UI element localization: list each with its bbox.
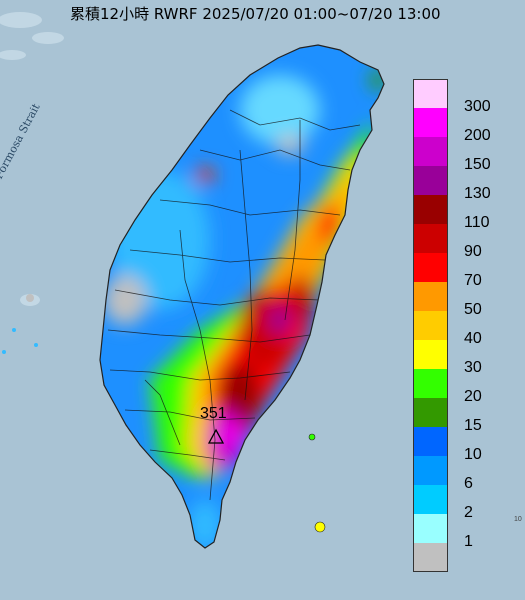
legend-label: 50 <box>464 301 482 318</box>
legend-label: 70 <box>464 272 482 289</box>
legend-swatch <box>413 456 448 485</box>
legend-swatch <box>413 340 448 369</box>
legend-swatch <box>413 282 448 311</box>
max-rain-value: 351 <box>200 405 227 422</box>
legend-label: 40 <box>464 330 482 347</box>
legend-swatch <box>413 79 448 108</box>
legend-swatch <box>413 485 448 514</box>
legend-label: 200 <box>464 127 491 144</box>
legend-label: 10 <box>464 446 482 463</box>
legend-swatch <box>413 543 448 572</box>
legend-label: 20 <box>464 388 482 405</box>
legend-label: 300 <box>464 98 491 115</box>
legend-label: 110 <box>464 214 490 231</box>
legend-label: 130 <box>464 185 491 202</box>
legend-label: 1 <box>464 533 473 550</box>
legend-label: 15 <box>464 417 482 434</box>
legend-swatch <box>413 369 448 398</box>
legend-swatch <box>413 137 448 166</box>
map-title: 累積12小時 RWRF 2025/07/20 01:00~07/20 13:00 <box>70 5 441 23</box>
legend-swatch <box>413 108 448 137</box>
legend-swatch <box>413 311 448 340</box>
legend-swatch <box>413 224 448 253</box>
rainfall-fill <box>103 70 384 548</box>
max-rain-marker <box>207 428 225 444</box>
legend-label: 30 <box>464 359 482 376</box>
legend-label: 150 <box>464 156 491 173</box>
legend-swatch <box>413 195 448 224</box>
edge-label: 10 <box>514 516 522 523</box>
legend-label: 6 <box>464 475 473 492</box>
legend-swatch <box>413 427 448 456</box>
legend-swatch <box>413 514 448 543</box>
legend-label: 90 <box>464 243 482 260</box>
sea-speckles <box>0 12 64 306</box>
boundary-lines <box>107 109 361 501</box>
legend-swatch <box>413 166 448 195</box>
legend-swatch <box>413 253 448 282</box>
color-legend: 300 200 150 130 110 90 70 50 40 30 20 15 10 6 2 1 <box>413 79 513 572</box>
legend-label: 2 <box>464 504 473 521</box>
legend-swatch <box>413 398 448 427</box>
triangle-marker-icon <box>207 428 225 444</box>
offshore-islets <box>2 294 326 533</box>
